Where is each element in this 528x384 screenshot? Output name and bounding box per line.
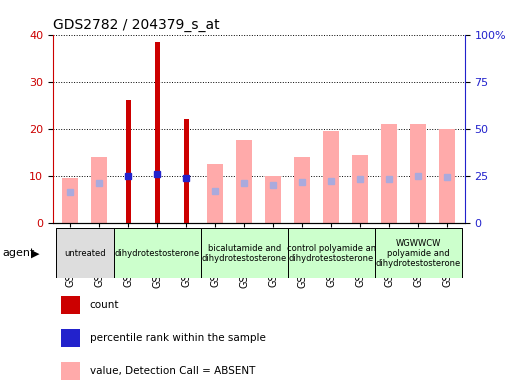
Bar	[265, 176, 281, 223]
Bar	[259, 228, 288, 278]
Bar	[201, 228, 288, 278]
Bar	[317, 228, 346, 278]
Bar	[114, 228, 143, 278]
Bar	[381, 124, 397, 223]
Bar	[84, 228, 114, 278]
Bar	[346, 228, 375, 278]
Bar	[230, 228, 259, 278]
Bar	[375, 228, 404, 278]
Text: WGWWCW
polyamide and
dihydrotestosterone: WGWWCW polyamide and dihydrotestosterone	[375, 238, 461, 268]
Text: untreated: untreated	[64, 249, 106, 258]
Bar	[62, 178, 78, 223]
Text: dihydrotestosterone: dihydrotestosterone	[115, 249, 200, 258]
Text: count: count	[90, 300, 119, 310]
Bar	[323, 131, 339, 223]
Bar	[439, 129, 455, 223]
Bar	[172, 228, 201, 278]
Bar	[288, 228, 375, 278]
Text: value, Detection Call = ABSENT: value, Detection Call = ABSENT	[90, 366, 255, 376]
Bar	[155, 41, 160, 223]
Bar	[404, 228, 433, 278]
Text: percentile rank within the sample: percentile rank within the sample	[90, 333, 266, 343]
Bar	[55, 228, 84, 278]
Bar	[126, 101, 131, 223]
Bar	[352, 154, 368, 223]
Text: ▶: ▶	[31, 248, 39, 258]
Bar	[201, 228, 230, 278]
Bar	[114, 228, 201, 278]
Text: bicalutamide and
dihydrotestosterone: bicalutamide and dihydrotestosterone	[202, 244, 287, 263]
Bar	[61, 362, 80, 380]
Text: agent: agent	[3, 248, 35, 258]
Bar	[55, 228, 114, 278]
Bar	[375, 228, 462, 278]
Bar	[410, 124, 426, 223]
Bar	[236, 141, 252, 223]
Bar	[184, 119, 189, 223]
Bar	[91, 157, 107, 223]
Bar	[433, 228, 462, 278]
Bar	[61, 296, 80, 314]
Bar	[61, 329, 80, 347]
Bar	[207, 164, 223, 223]
Bar	[288, 228, 317, 278]
Text: control polyamide an
dihydrotestosterone: control polyamide an dihydrotestosterone	[287, 244, 376, 263]
Bar	[294, 157, 310, 223]
Text: GDS2782 / 204379_s_at: GDS2782 / 204379_s_at	[53, 18, 220, 32]
Bar	[143, 228, 172, 278]
